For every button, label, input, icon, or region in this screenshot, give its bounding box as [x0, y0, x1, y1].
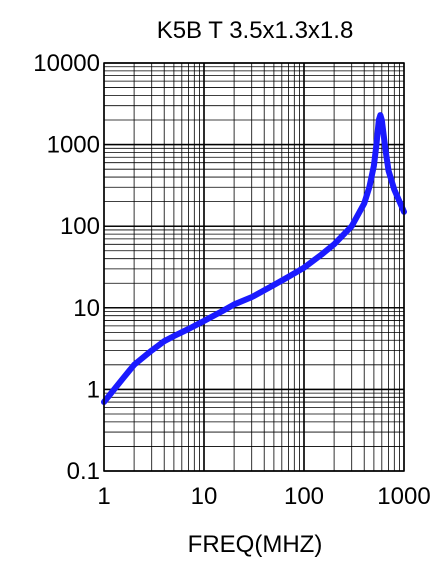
- y-tick-label: 0.1: [67, 458, 100, 485]
- y-tick-labels: 0.1 1 10 100 1000 10000: [33, 50, 100, 485]
- y-tick-label: 1000: [47, 132, 100, 159]
- x-tick-label: 10: [191, 483, 218, 510]
- x-axis-label: FREQ(MHZ): [188, 531, 323, 558]
- y-tick-label: 10: [73, 295, 100, 322]
- x-tick-label: 1000: [377, 483, 430, 510]
- x-tick-labels: 1 10 100 1000: [97, 483, 430, 510]
- x-tick-label: 1: [97, 483, 110, 510]
- plot-frame: [103, 62, 405, 472]
- series-layer: [101, 112, 407, 406]
- y-tick-label: 100: [60, 213, 100, 240]
- grid: [103, 62, 405, 472]
- x-tick-label: 100: [284, 483, 324, 510]
- series-line-0: [101, 112, 407, 406]
- y-tick-label: 1: [87, 376, 100, 403]
- chart-title: K5B T 3.5x1.3x1.8: [157, 17, 354, 44]
- y-tick-label: 10000: [33, 50, 100, 77]
